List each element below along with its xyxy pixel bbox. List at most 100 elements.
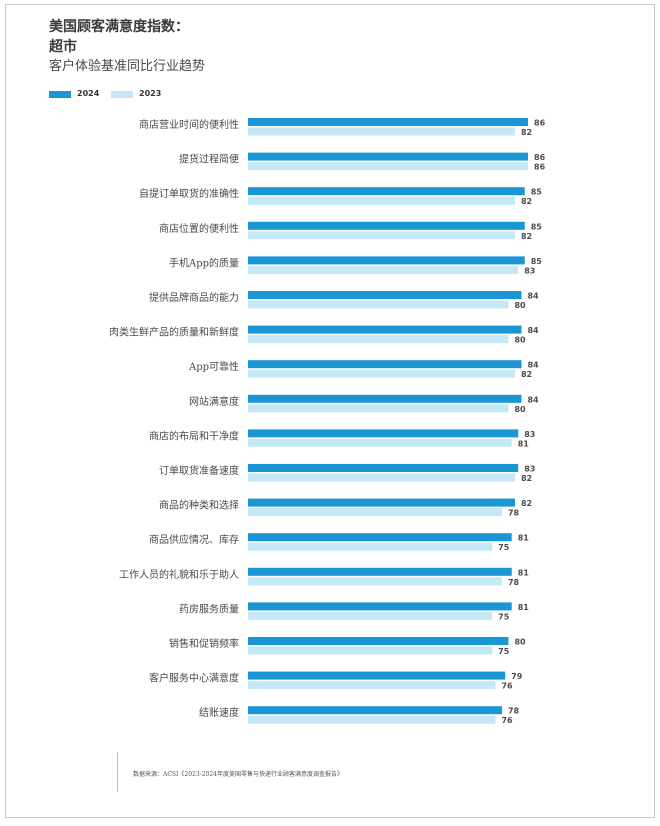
value-label-2024: 83 — [524, 465, 535, 474]
category-label: 肉类生鲜产品的质量和新鲜度 — [109, 326, 239, 339]
bar-2023 — [248, 611, 493, 620]
chart-title: 美国顾客满意度指数： — [49, 19, 189, 35]
bar-2024 — [248, 671, 506, 680]
value-label-2024: 81 — [518, 568, 530, 577]
value-label-2024: 78 — [508, 707, 520, 716]
bar-2023 — [248, 127, 515, 136]
bar-2023 — [248, 404, 509, 413]
value-label-2024: 81 — [518, 534, 530, 543]
bar-2024 — [248, 256, 525, 265]
value-label-2024: 85 — [531, 222, 543, 231]
value-label-2024: 86 — [534, 119, 546, 128]
value-label-2024: 84 — [527, 395, 539, 404]
value-label-2023: 82 — [521, 370, 532, 379]
value-label-2023: 80 — [514, 336, 526, 345]
bar-2024 — [248, 291, 522, 299]
bar-2023 — [248, 508, 502, 517]
category-label: 结账速度 — [199, 706, 239, 719]
bar-2024 — [248, 429, 519, 438]
value-label-2024: 84 — [527, 326, 539, 335]
value-label-2024: 82 — [521, 499, 532, 508]
value-label-2023: 83 — [524, 266, 535, 275]
bar-2023 — [248, 715, 496, 724]
bar-2023 — [248, 577, 502, 586]
category-label: 商品供应情况、库存 — [149, 533, 239, 546]
value-label-2024: 84 — [527, 292, 539, 301]
category-label: 销售和促销频率 — [169, 637, 239, 650]
category-label: 药房服务质量 — [179, 602, 239, 615]
value-label-2024: 85 — [531, 257, 543, 266]
bar-2024 — [248, 221, 525, 230]
bar-2024 — [248, 706, 502, 715]
value-label-2024: 81 — [518, 603, 530, 612]
bar-2023 — [248, 231, 515, 240]
footer-divider — [117, 752, 118, 792]
bar-2023 — [248, 196, 515, 205]
value-label-2023: 78 — [508, 509, 520, 518]
bar-2024 — [248, 118, 528, 126]
bar-2024 — [248, 152, 528, 161]
category-label: 商品的种类和选择 — [159, 499, 239, 512]
category-label: 订单取货准备速度 — [159, 464, 239, 477]
bar-2024 — [248, 498, 515, 507]
value-label-2023: 82 — [521, 197, 532, 206]
value-label-2023: 75 — [498, 612, 510, 621]
value-label-2023: 75 — [498, 647, 510, 656]
value-label-2023: 76 — [501, 716, 513, 725]
legend-swatch-2023 — [111, 91, 133, 98]
bar-2023 — [248, 335, 509, 344]
bar-2024 — [248, 533, 512, 542]
bar-2024 — [248, 637, 509, 645]
value-label-2023: 80 — [514, 301, 526, 310]
value-label-2023: 82 — [521, 128, 532, 137]
category-label: 自提订单取货的准确性 — [139, 187, 239, 200]
value-label-2024: 83 — [524, 430, 535, 439]
value-label-2023: 80 — [514, 405, 526, 414]
value-label-2023: 76 — [501, 682, 513, 691]
bar-2023 — [248, 438, 512, 447]
bar-2023 — [248, 300, 509, 309]
value-label-2023: 82 — [521, 232, 532, 241]
bar-2023 — [248, 369, 515, 378]
category-label: 手机App的质量 — [169, 256, 239, 269]
bar-2024 — [248, 360, 522, 369]
category-label: 商店的布局和干净度 — [149, 429, 239, 442]
bar-2023 — [248, 265, 519, 274]
category-label: 网站满意度 — [189, 395, 239, 408]
chart-title-line2: 超市 — [49, 39, 77, 55]
legend-label-2023: 2023 — [139, 89, 162, 98]
value-label-2024: 80 — [514, 638, 526, 647]
legend-label-2024: 2024 — [77, 89, 100, 98]
category-label: 提货过程简便 — [179, 153, 239, 166]
bar-2024 — [248, 567, 512, 576]
value-label-2024: 84 — [527, 361, 539, 370]
legend-swatch-2024 — [49, 91, 71, 98]
bar-2024 — [248, 394, 522, 403]
data-source-note: 数据来源：ACSI《2023-2024年度美国零售与快递行业顾客满意度调查报告》 — [133, 771, 343, 778]
value-label-2023: 82 — [521, 474, 532, 483]
bar-2024 — [248, 325, 522, 334]
value-label-2023: 78 — [508, 578, 520, 587]
category-label: 商店营业时间的便利性 — [139, 118, 239, 131]
category-label: 商店位置的便利性 — [159, 222, 239, 235]
category-label: App可靠性 — [188, 360, 239, 373]
bar-2023 — [248, 646, 493, 655]
category-label: 工作人员的礼貌和乐于助人 — [119, 568, 239, 581]
value-label-2024: 79 — [511, 672, 523, 681]
chart-subtitle: 客户体验基准同比行业趋势 — [49, 59, 206, 74]
bar-2023 — [248, 542, 493, 551]
value-label-2023: 81 — [518, 439, 530, 448]
value-label-2023: 75 — [498, 543, 510, 552]
value-label-2024: 85 — [531, 188, 543, 197]
bar-2023 — [248, 681, 496, 690]
bar-2023 — [248, 162, 528, 171]
value-label-2024: 86 — [534, 153, 546, 162]
category-label: 客户服务中心满意度 — [149, 672, 239, 685]
bar-2024 — [248, 464, 519, 472]
category-label: 提供品牌商品的能力 — [149, 291, 239, 304]
bar-2024 — [248, 187, 525, 196]
bar-2024 — [248, 602, 512, 611]
bar-2023 — [248, 473, 515, 482]
value-label-2023: 86 — [534, 163, 546, 172]
